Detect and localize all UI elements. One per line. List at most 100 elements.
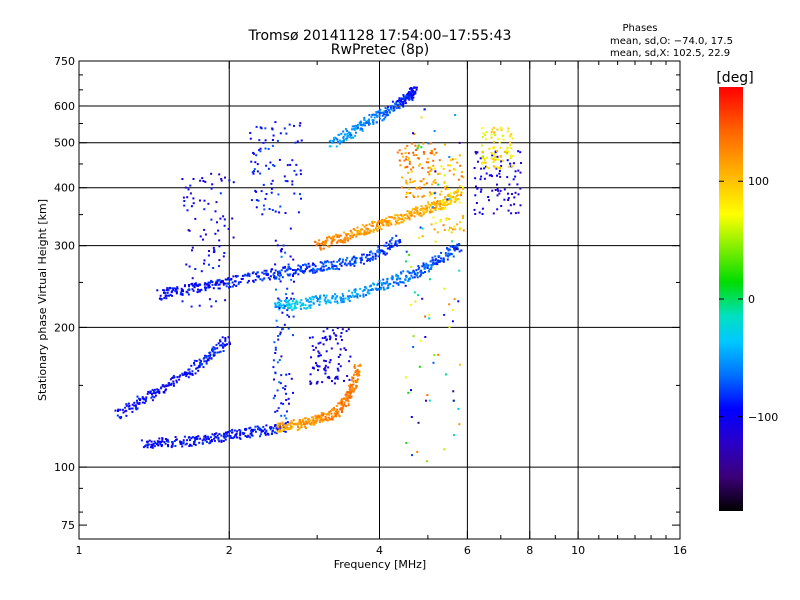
echo-point: [215, 201, 218, 204]
echo-point: [442, 167, 445, 170]
echo-point: [322, 243, 325, 246]
echo-point: [509, 165, 512, 168]
echo-point: [417, 421, 420, 424]
echo-point: [395, 221, 398, 224]
echo-point: [212, 346, 215, 349]
echo-point: [197, 288, 199, 291]
echo-point: [371, 255, 374, 258]
echo-point: [246, 436, 249, 438]
echo-point: [211, 280, 214, 283]
echo-point: [430, 193, 433, 195]
echo-point: [319, 354, 322, 357]
echo-point: [444, 186, 446, 189]
echo-point: [367, 289, 370, 292]
echo-point: [226, 282, 229, 285]
echo-point: [128, 408, 131, 410]
echo-point: [354, 229, 357, 232]
echo-point: [395, 243, 398, 246]
echo-point: [347, 131, 350, 134]
echo-point: [495, 158, 498, 161]
echo-point: [351, 379, 353, 382]
echo-point: [431, 263, 434, 266]
echo-point: [408, 218, 411, 221]
echo-point: [485, 172, 488, 175]
echo-point: [279, 331, 282, 334]
echo-point: [179, 293, 182, 296]
echo-point: [288, 306, 291, 309]
echo-point: [329, 336, 332, 339]
echo-point: [138, 402, 141, 405]
echo-point: [197, 435, 200, 438]
echo-point: [399, 103, 402, 105]
echo-point: [300, 139, 303, 142]
echo-point: [502, 134, 505, 137]
echo-point: [400, 272, 403, 275]
echo-point: [329, 338, 331, 341]
echo-point: [256, 271, 259, 274]
echo-point: [290, 377, 293, 380]
echo-point: [393, 105, 396, 108]
echo-point: [430, 263, 433, 266]
echo-point: [181, 300, 184, 303]
echo-point: [483, 161, 485, 164]
echo-point: [139, 399, 141, 402]
echo-point: [432, 164, 435, 167]
echo-point: [459, 227, 462, 230]
echo-point: [349, 295, 352, 298]
echo-point: [253, 170, 255, 173]
echo-point: [184, 186, 187, 189]
echo-point: [165, 384, 168, 387]
echo-point: [435, 204, 438, 207]
echo-point: [400, 97, 403, 100]
echo-point: [226, 431, 229, 434]
echo-point: [322, 247, 325, 250]
echo-point: [318, 414, 321, 417]
echo-point: [178, 378, 181, 381]
echo-point: [334, 296, 337, 299]
echo-point: [329, 301, 332, 304]
echo-point: [462, 229, 465, 232]
x-tick-label: 2: [226, 544, 233, 557]
echo-point: [432, 203, 435, 206]
echo-point: [324, 335, 327, 338]
echo-point: [449, 158, 452, 161]
echo-point: [199, 283, 202, 286]
echo-point: [493, 153, 496, 156]
echo-point: [241, 277, 244, 280]
echo-point: [192, 197, 195, 200]
echo-point: [494, 134, 497, 137]
echo-point: [405, 250, 408, 253]
echo-point: [449, 164, 452, 167]
echo-point: [243, 432, 246, 435]
echo-point: [453, 197, 456, 200]
echo-point: [443, 174, 446, 177]
echo-point: [397, 275, 400, 278]
echo-point: [446, 258, 449, 261]
echo-point: [428, 173, 431, 176]
echo-point: [349, 392, 352, 394]
echo-point: [204, 439, 207, 442]
echo-point: [340, 240, 343, 243]
echo-point: [410, 271, 413, 274]
echo-point: [353, 264, 356, 267]
echo-point: [279, 306, 282, 309]
echo-point: [175, 291, 178, 294]
echo-point: [125, 404, 128, 407]
grid-layer: [79, 61, 680, 539]
echo-point: [324, 364, 327, 367]
echo-point: [297, 264, 300, 267]
echo-point: [311, 336, 314, 339]
echo-point: [278, 298, 281, 301]
echo-point: [292, 315, 295, 318]
echo-point: [154, 394, 157, 397]
echo-point: [448, 325, 451, 328]
echo-point: [188, 285, 190, 288]
echo-point: [371, 220, 374, 223]
echo-point: [451, 240, 454, 243]
echo-point: [444, 252, 447, 255]
echo-point: [306, 299, 309, 302]
echo-point: [278, 158, 281, 161]
echo-point: [404, 152, 407, 154]
echo-point: [512, 178, 515, 181]
echo-point: [293, 297, 295, 300]
